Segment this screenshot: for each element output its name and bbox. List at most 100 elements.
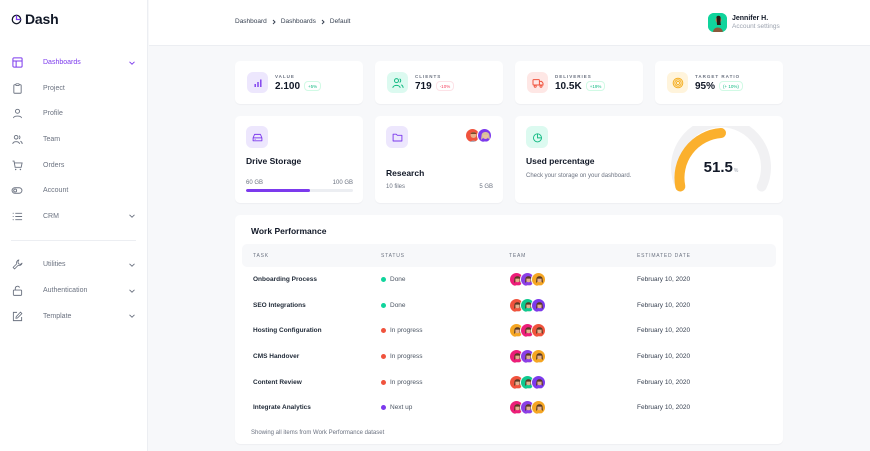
- card-title: Drive Storage: [246, 156, 302, 166]
- user-icon: [11, 108, 23, 120]
- sidebar-item-project[interactable]: Project: [0, 76, 148, 102]
- toggle-icon: [11, 185, 23, 197]
- stat-value: 719: [415, 80, 432, 92]
- truck-icon: [527, 72, 548, 93]
- stat-value: 10.5K: [555, 80, 582, 92]
- folder-size: 5 GB: [479, 184, 493, 190]
- sidebar-item-label: Dashboards: [43, 59, 81, 67]
- drive-storage-card[interactable]: Drive Storage 60 GB 100 GB: [235, 116, 363, 203]
- chevron-right-icon: [271, 19, 277, 25]
- chevron-right-icon: [320, 19, 326, 25]
- stat-label: TARGET RATIO: [695, 73, 741, 79]
- sidebar-item-team[interactable]: Team: [0, 127, 148, 153]
- sidebar-item-label: Account: [43, 187, 69, 195]
- sidebar-item-label: Team: [43, 136, 61, 144]
- table-row[interactable]: Content Review In progress February 10, …: [242, 369, 776, 395]
- sidebar: Dash Dashboards Project Profile Team Ord…: [0, 0, 148, 451]
- stat-change-badge: +5%: [304, 81, 322, 91]
- card-title: Used percentage: [526, 156, 595, 166]
- sidebar-item-utilities[interactable]: Utilities: [0, 252, 148, 278]
- sidebar-divider: [11, 240, 136, 242]
- column-header-status[interactable]: STATUS: [381, 252, 405, 259]
- stat-card-value: VALUE 2.100 +5%: [235, 61, 363, 104]
- work-performance-card: Work Performance TASK STATUS TEAM ESTIMA…: [235, 215, 783, 444]
- breadcrumb-item[interactable]: Dashboards: [280, 18, 316, 25]
- account-settings-link[interactable]: Account settings: [732, 23, 780, 30]
- table-row[interactable]: Onboarding Process Done February 10, 202…: [242, 267, 776, 293]
- lock-icon: [11, 285, 23, 297]
- table-row[interactable]: Hosting Configuration In progress Februa…: [242, 318, 776, 344]
- top-header: Dashboard Dashboards Default Jennifer H.…: [149, 0, 870, 46]
- shared-with-avatars: [465, 128, 492, 143]
- file-count: 10 files: [386, 184, 406, 190]
- users-icon: [11, 134, 23, 146]
- status-dot-icon: [381, 302, 386, 308]
- users-icon: [387, 72, 408, 93]
- table-row[interactable]: SEO Integrations Done February 10, 2020: [242, 293, 776, 319]
- brand[interactable]: Dash: [11, 11, 59, 27]
- stat-card-deliveries: DELIVERIES 10.5K +19%: [515, 61, 643, 104]
- status-label: In progress: [390, 353, 423, 361]
- table-header: TASK STATUS TEAM ESTIMATED DATE: [242, 244, 776, 267]
- sidebar-item-profile[interactable]: Profile: [0, 101, 148, 127]
- status: In progress: [381, 353, 423, 360]
- team-avatars: [509, 374, 546, 390]
- sidebar-item-template[interactable]: Template: [0, 303, 148, 329]
- storage-used: 60 GB: [246, 180, 264, 186]
- gauge-unit: %: [733, 168, 739, 174]
- estimated-date: February 10, 2020: [637, 276, 691, 284]
- avatar: [477, 128, 492, 143]
- status-dot-icon: [381, 354, 386, 360]
- task-name: SEO Integrations: [253, 301, 306, 309]
- stat-label: DELIVERIES: [555, 73, 592, 79]
- table-row[interactable]: CMS Handover In progress February 10, 20…: [242, 344, 776, 370]
- task-name: Content Review: [253, 378, 302, 386]
- user-menu[interactable]: Jennifer H. Account settings: [708, 13, 780, 32]
- card-description: Check your storage on your dashboard.: [526, 173, 632, 179]
- team-avatars: [509, 297, 546, 313]
- avatar: [531, 400, 546, 416]
- column-header-task[interactable]: TASK: [253, 252, 269, 259]
- status-dot-icon: [381, 328, 386, 334]
- avatar: [531, 374, 546, 390]
- sidebar-item-orders[interactable]: Orders: [0, 152, 148, 178]
- chevron-down-icon[interactable]: [128, 59, 136, 67]
- stat-label: VALUE: [275, 73, 295, 79]
- column-header-team[interactable]: TEAM: [509, 252, 527, 259]
- task-name: Hosting Configuration: [253, 327, 322, 335]
- research-folder-card[interactable]: Research 10 files 5 GB: [375, 116, 503, 203]
- estimated-date: February 10, 2020: [637, 327, 691, 335]
- stat-value: 2.100: [275, 80, 301, 92]
- avatar: [465, 128, 480, 143]
- status: Done: [381, 276, 406, 283]
- estimated-date: February 10, 2020: [637, 353, 691, 361]
- team-avatars: [509, 272, 546, 288]
- stat-change-badge: +19%: [585, 81, 606, 91]
- chevron-down-icon[interactable]: [128, 312, 136, 320]
- column-header-date[interactable]: ESTIMATED DATE: [637, 252, 691, 259]
- table-row[interactable]: Integrate Analytics Next up February 10,…: [242, 395, 776, 421]
- chevron-down-icon[interactable]: [128, 212, 136, 220]
- hard-drive-icon: [246, 126, 268, 148]
- card-title: Research: [386, 168, 425, 178]
- status-label: Done: [390, 276, 406, 284]
- sidebar-item-label: Utilities: [43, 261, 66, 269]
- breadcrumb: Dashboard Dashboards Default: [235, 18, 350, 25]
- table-title: Work Performance: [251, 226, 327, 236]
- chevron-down-icon[interactable]: [128, 261, 136, 269]
- stat-change-badge: (+ 10%): [719, 81, 743, 91]
- sidebar-item-authentication[interactable]: Authentication: [0, 278, 148, 304]
- stat-change-badge: -10%: [435, 81, 455, 91]
- sidebar-item-dashboards[interactable]: Dashboards: [0, 50, 148, 76]
- tool-icon: [11, 259, 23, 271]
- stat-value: 95%: [695, 80, 716, 92]
- storage-progress-bar: [246, 189, 353, 192]
- breadcrumb-item[interactable]: Dashboard: [235, 18, 267, 25]
- target-icon: [667, 72, 688, 93]
- table-footer: Showing all items from Work Performance …: [251, 430, 385, 436]
- breadcrumb-current: Default: [329, 18, 351, 25]
- sidebar-item-crm[interactable]: CRM: [0, 204, 148, 230]
- sidebar-item-account[interactable]: Account: [0, 178, 148, 204]
- team-avatars: [509, 323, 546, 339]
- chevron-down-icon[interactable]: [128, 287, 136, 295]
